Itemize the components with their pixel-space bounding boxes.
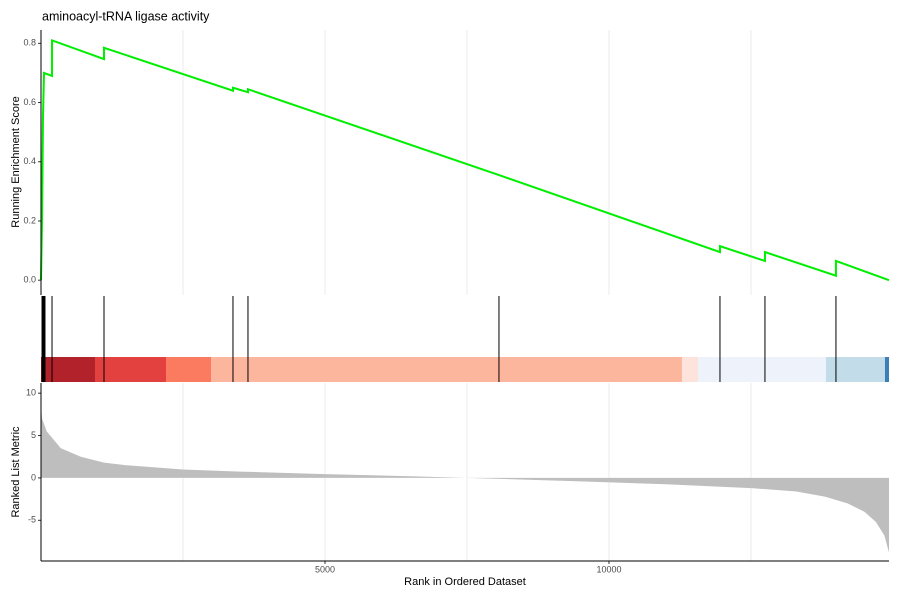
chart-title: aminoacyl-tRNA ligase activity [42, 9, 210, 23]
rank-band [697, 357, 826, 382]
rank-band [825, 357, 885, 382]
rank-band [166, 357, 211, 382]
y-tick-label: 0.8 [23, 38, 36, 48]
y-tick-label: 0.6 [23, 97, 36, 107]
rank-band [884, 357, 889, 382]
y-tick-label: 0 [31, 472, 36, 482]
rank-band [41, 357, 96, 382]
rank-band [95, 357, 167, 382]
rank-band [210, 357, 682, 382]
x-axis-label: Rank in Ordered Dataset [404, 576, 526, 588]
ranked-metric-area [41, 407, 889, 553]
y-tick-label: 10 [26, 388, 36, 398]
y-tick-label: 0.2 [23, 215, 36, 225]
running-score-line [40, 38, 890, 282]
y-tick-label: -5 [28, 515, 36, 525]
rank-band [681, 357, 698, 382]
y-tick-label: 0.0 [23, 275, 36, 285]
x-tick-label: 5000 [315, 564, 335, 574]
y-axis-label: Ranked List Metric [10, 426, 22, 518]
y-axis-label: Running Enrichment Score [10, 96, 22, 227]
y-tick-label: 0.4 [23, 156, 36, 166]
x-tick-label: 10000 [596, 564, 621, 574]
y-tick-label: 5 [31, 430, 36, 440]
